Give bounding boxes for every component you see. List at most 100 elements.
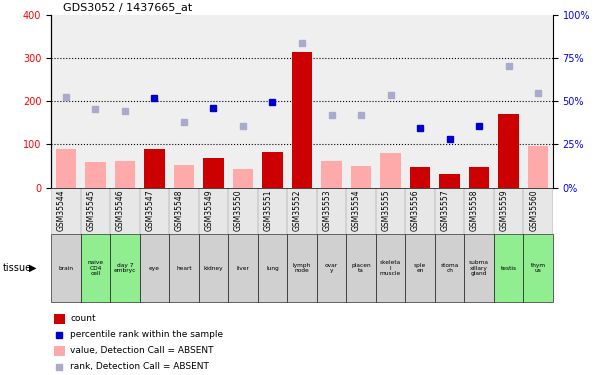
Bar xyxy=(405,188,435,234)
Text: placen
ta: placen ta xyxy=(351,263,371,273)
FancyBboxPatch shape xyxy=(51,234,81,302)
Bar xyxy=(317,15,346,188)
Bar xyxy=(110,15,139,188)
Bar xyxy=(233,170,253,188)
Bar xyxy=(139,15,169,188)
Text: sple
en: sple en xyxy=(414,263,426,273)
FancyBboxPatch shape xyxy=(258,234,287,302)
Text: stoma
ch: stoma ch xyxy=(441,263,459,273)
Bar xyxy=(287,188,317,234)
Text: GSM35552: GSM35552 xyxy=(293,190,302,231)
Bar xyxy=(351,166,371,188)
Bar xyxy=(291,52,313,188)
Text: GSM35549: GSM35549 xyxy=(204,190,213,231)
Bar xyxy=(203,158,224,188)
Text: GSM35551: GSM35551 xyxy=(263,190,272,231)
Text: eye: eye xyxy=(149,266,160,271)
Text: rank, Detection Call = ABSENT: rank, Detection Call = ABSENT xyxy=(70,362,209,371)
Text: testis: testis xyxy=(501,266,517,271)
Bar xyxy=(346,15,376,188)
Bar xyxy=(115,161,135,188)
Bar xyxy=(469,167,489,188)
Text: skeleta
l
muscle: skeleta l muscle xyxy=(380,260,401,276)
FancyBboxPatch shape xyxy=(523,234,553,302)
Text: heart: heart xyxy=(176,266,192,271)
FancyBboxPatch shape xyxy=(110,234,139,302)
Text: GSM35557: GSM35557 xyxy=(441,190,450,231)
Text: GSM35545: GSM35545 xyxy=(87,190,96,231)
Bar xyxy=(258,15,287,188)
Text: count: count xyxy=(70,315,96,324)
FancyBboxPatch shape xyxy=(169,234,199,302)
Text: ovar
y: ovar y xyxy=(325,263,338,273)
Text: GSM35550: GSM35550 xyxy=(234,190,243,231)
Text: lymph
node: lymph node xyxy=(293,263,311,273)
Text: thym
us: thym us xyxy=(531,263,546,273)
Text: kidney: kidney xyxy=(204,266,223,271)
Text: value, Detection Call = ABSENT: value, Detection Call = ABSENT xyxy=(70,346,213,355)
Text: day 7
embryc: day 7 embryc xyxy=(114,263,136,273)
FancyBboxPatch shape xyxy=(435,234,465,302)
FancyBboxPatch shape xyxy=(139,234,169,302)
Text: GSM35555: GSM35555 xyxy=(382,190,391,231)
FancyBboxPatch shape xyxy=(317,234,346,302)
Bar xyxy=(110,188,139,234)
Text: GSM35547: GSM35547 xyxy=(145,190,154,231)
Bar xyxy=(53,346,65,356)
Bar xyxy=(498,114,519,188)
Bar xyxy=(51,188,81,234)
Bar xyxy=(380,153,401,188)
FancyBboxPatch shape xyxy=(494,234,523,302)
Bar xyxy=(494,15,523,188)
Bar xyxy=(528,146,549,188)
Bar xyxy=(258,188,287,234)
Bar xyxy=(51,15,81,188)
Bar xyxy=(439,174,460,188)
Bar xyxy=(199,188,228,234)
Bar xyxy=(494,188,523,234)
Text: liver: liver xyxy=(237,266,249,271)
FancyBboxPatch shape xyxy=(376,234,405,302)
Bar xyxy=(435,188,465,234)
FancyBboxPatch shape xyxy=(465,234,494,302)
Bar xyxy=(81,15,110,188)
FancyBboxPatch shape xyxy=(228,234,258,302)
Text: tissue: tissue xyxy=(3,263,32,273)
Bar xyxy=(346,188,376,234)
Bar xyxy=(523,188,553,234)
Text: naive
CD4
cell: naive CD4 cell xyxy=(87,260,103,276)
Text: GDS3052 / 1437665_at: GDS3052 / 1437665_at xyxy=(63,2,192,13)
Bar xyxy=(410,167,430,188)
Bar xyxy=(169,15,199,188)
FancyBboxPatch shape xyxy=(405,234,435,302)
Text: lung: lung xyxy=(266,266,279,271)
Bar xyxy=(405,15,435,188)
Bar xyxy=(55,149,76,188)
Text: GSM35544: GSM35544 xyxy=(57,190,66,231)
Bar xyxy=(85,162,106,188)
Bar xyxy=(435,15,465,188)
Text: subma
xillary
gland: subma xillary gland xyxy=(469,260,489,276)
Bar xyxy=(81,188,110,234)
FancyBboxPatch shape xyxy=(199,234,228,302)
Bar xyxy=(169,188,199,234)
Text: percentile rank within the sample: percentile rank within the sample xyxy=(70,330,224,339)
Bar xyxy=(523,15,553,188)
Bar xyxy=(465,188,494,234)
Bar xyxy=(321,161,342,188)
Bar xyxy=(465,15,494,188)
Bar xyxy=(262,152,283,188)
Bar xyxy=(376,188,405,234)
Text: GSM35559: GSM35559 xyxy=(499,190,508,231)
Text: GSM35558: GSM35558 xyxy=(470,190,479,231)
Text: GSM35553: GSM35553 xyxy=(323,190,332,231)
Bar xyxy=(228,15,258,188)
FancyBboxPatch shape xyxy=(81,234,110,302)
Text: brain: brain xyxy=(58,266,73,271)
Bar xyxy=(287,15,317,188)
FancyBboxPatch shape xyxy=(287,234,317,302)
Bar xyxy=(174,165,194,188)
Text: GSM35556: GSM35556 xyxy=(411,190,420,231)
Bar xyxy=(228,188,258,234)
Bar xyxy=(199,15,228,188)
